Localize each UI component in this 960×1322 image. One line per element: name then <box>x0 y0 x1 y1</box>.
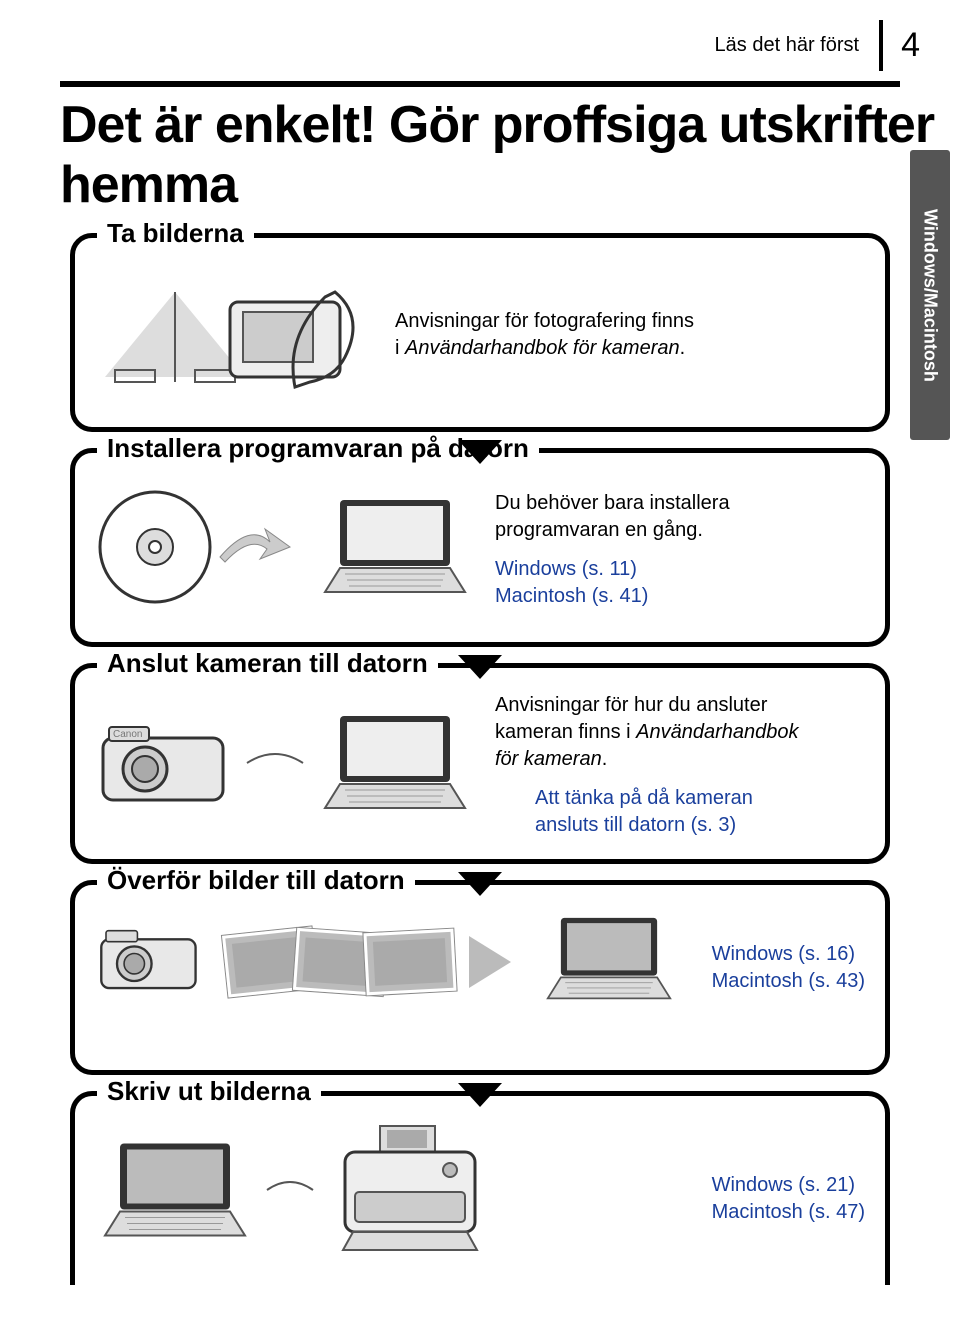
step-4-legend: Överför bilder till datorn <box>97 865 415 896</box>
ref-windows: Windows (s. 16) <box>712 941 865 968</box>
camera-icon: Canon <box>95 713 235 818</box>
laptop-icon <box>315 492 475 607</box>
step-2: Installera programvaran på datorn <box>70 448 890 647</box>
step-4-refs: Windows (s. 16) Macintosh (s. 43) <box>712 929 865 995</box>
photo-strip-illustration <box>225 931 455 993</box>
printer-icon <box>325 1120 495 1265</box>
step-1-text: Anvisningar för fotografering finns i An… <box>395 308 694 362</box>
step-5: Skriv ut bilderna <box>70 1091 890 1285</box>
step-3-line-1: Anvisningar för hur du ansluter <box>495 692 799 719</box>
laptop-icon <box>95 1133 255 1253</box>
side-tab-windows-macintosh: Windows/Macintosh <box>910 150 950 440</box>
laptop-icon <box>315 708 475 823</box>
step-1-line-1: Anvisningar för fotografering finns <box>395 308 694 335</box>
svg-text:Canon: Canon <box>113 729 142 740</box>
laptop-icon <box>539 909 679 1014</box>
step-3-line-3: för kameran. <box>495 746 799 773</box>
arrow-down-icon <box>458 1083 502 1107</box>
camera-icon <box>95 919 205 1004</box>
take-photo-illustration <box>95 262 375 407</box>
step-1-line-2: i Användarhandbok för kameran. <box>395 335 694 362</box>
step-2-text: Du behöver bara installera programvaran … <box>495 490 730 610</box>
arrow-down-icon <box>458 872 502 896</box>
ref-line-2: ansluts till datorn (s. 3) <box>535 812 799 839</box>
cable-icon <box>245 743 305 788</box>
page-title: Det är enkelt! Gör proffsiga utskrifter … <box>0 87 960 233</box>
read-first-label: Läs det här först <box>715 34 860 57</box>
step-3-legend: Anslut kameran till datorn <box>97 648 438 679</box>
step-3-line-2: kameran finns i Användarhandbok <box>495 719 799 746</box>
arrow-right-icon <box>469 936 511 988</box>
page-number: 4 <box>879 20 920 71</box>
step-3-text: Anvisningar för hur du ansluter kameran … <box>495 692 799 839</box>
thumbnail-icon <box>363 928 456 995</box>
step-2-line-1: Du behöver bara installera <box>495 490 730 517</box>
ref-line-1: Att tänka på då kameran <box>535 785 799 812</box>
step-1: Ta bilderna Anvisningar för fotograferin… <box>70 233 890 432</box>
cd-icon <box>95 477 235 622</box>
step-1-legend: Ta bilderna <box>97 218 254 249</box>
arrow-right-icon <box>215 517 295 582</box>
cable-icon <box>265 1170 315 1215</box>
step-5-refs: Windows (s. 21) Macintosh (s. 47) <box>712 1160 865 1226</box>
arrow-down-icon <box>458 440 502 464</box>
ref-macintosh: Macintosh (s. 43) <box>712 968 865 995</box>
step-3-refs: Att tänka på då kameran ansluts till dat… <box>495 785 799 839</box>
ref-macintosh: Macintosh (s. 47) <box>712 1199 865 1226</box>
step-2-line-2: programvaran en gång. <box>495 517 730 544</box>
step-3: Anslut kameran till datorn Canon <box>70 663 890 864</box>
step-2-refs: Windows (s. 11) Macintosh (s. 41) <box>495 556 730 610</box>
ref-macintosh: Macintosh (s. 41) <box>495 583 730 610</box>
page-header: Läs det här först 4 <box>0 0 960 81</box>
ref-windows: Windows (s. 11) <box>495 556 730 583</box>
step-5-legend: Skriv ut bilderna <box>97 1076 321 1107</box>
ref-windows: Windows (s. 21) <box>712 1172 865 1199</box>
step-4: Överför bilder till datorn <box>70 880 890 1075</box>
arrow-down-icon <box>458 655 502 679</box>
